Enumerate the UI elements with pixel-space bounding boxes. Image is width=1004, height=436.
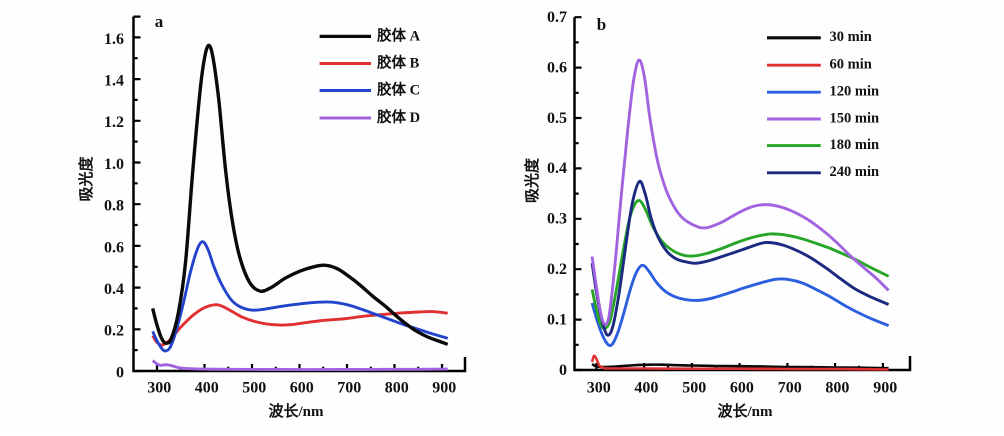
svg-text:240 min: 240 min: [830, 164, 880, 180]
svg-text:胶体 A: 胶体 A: [377, 27, 421, 45]
svg-text:900: 900: [873, 380, 897, 397]
svg-text:0.3: 0.3: [547, 211, 567, 228]
svg-text:0.8: 0.8: [104, 198, 124, 215]
svg-text:300: 300: [147, 380, 171, 397]
svg-text:0: 0: [559, 362, 567, 379]
svg-text:150 min: 150 min: [830, 110, 880, 126]
svg-text:600: 600: [730, 380, 754, 397]
svg-text:a: a: [155, 12, 164, 31]
svg-text:吸光度: 吸光度: [77, 156, 95, 202]
svg-text:400: 400: [634, 380, 658, 397]
svg-text:900: 900: [432, 380, 456, 397]
svg-text:700: 700: [778, 380, 802, 397]
svg-text:b: b: [597, 15, 606, 34]
svg-text:0.7: 0.7: [547, 9, 567, 26]
svg-text:0.2: 0.2: [547, 261, 567, 278]
svg-text:700: 700: [337, 380, 361, 397]
svg-text:0.2: 0.2: [104, 323, 124, 340]
svg-text:500: 500: [242, 380, 266, 397]
svg-text:吸光度: 吸光度: [523, 157, 541, 203]
svg-text:1.0: 1.0: [104, 156, 124, 173]
svg-text:180 min: 180 min: [830, 137, 880, 153]
svg-text:1.6: 1.6: [104, 31, 124, 48]
svg-text:1.4: 1.4: [104, 73, 124, 90]
svg-text:800: 800: [385, 380, 409, 397]
svg-text:0.6: 0.6: [104, 239, 124, 256]
svg-text:0.1: 0.1: [547, 311, 567, 328]
svg-text:胶体 B: 胶体 B: [377, 54, 420, 72]
svg-text:波长/nm: 波长/nm: [268, 402, 324, 420]
svg-text:500: 500: [682, 380, 706, 397]
svg-text:60 min: 60 min: [830, 57, 872, 73]
svg-text:800: 800: [825, 380, 849, 397]
svg-text:300: 300: [587, 380, 611, 397]
svg-text:0.6: 0.6: [547, 59, 567, 76]
svg-text:1.2: 1.2: [104, 114, 124, 131]
svg-text:400: 400: [195, 380, 219, 397]
svg-text:0.4: 0.4: [547, 160, 567, 177]
svg-text:0.5: 0.5: [547, 110, 567, 127]
svg-text:0.4: 0.4: [104, 281, 124, 298]
svg-text:120 min: 120 min: [830, 84, 880, 100]
svg-text:胶体 C: 胶体 C: [377, 81, 420, 99]
svg-text:30 min: 30 min: [830, 29, 872, 45]
svg-text:波长/nm: 波长/nm: [717, 402, 773, 420]
svg-text:0: 0: [116, 364, 124, 381]
svg-text:600: 600: [290, 380, 314, 397]
svg-text:胶体 D: 胶体 D: [377, 108, 420, 126]
